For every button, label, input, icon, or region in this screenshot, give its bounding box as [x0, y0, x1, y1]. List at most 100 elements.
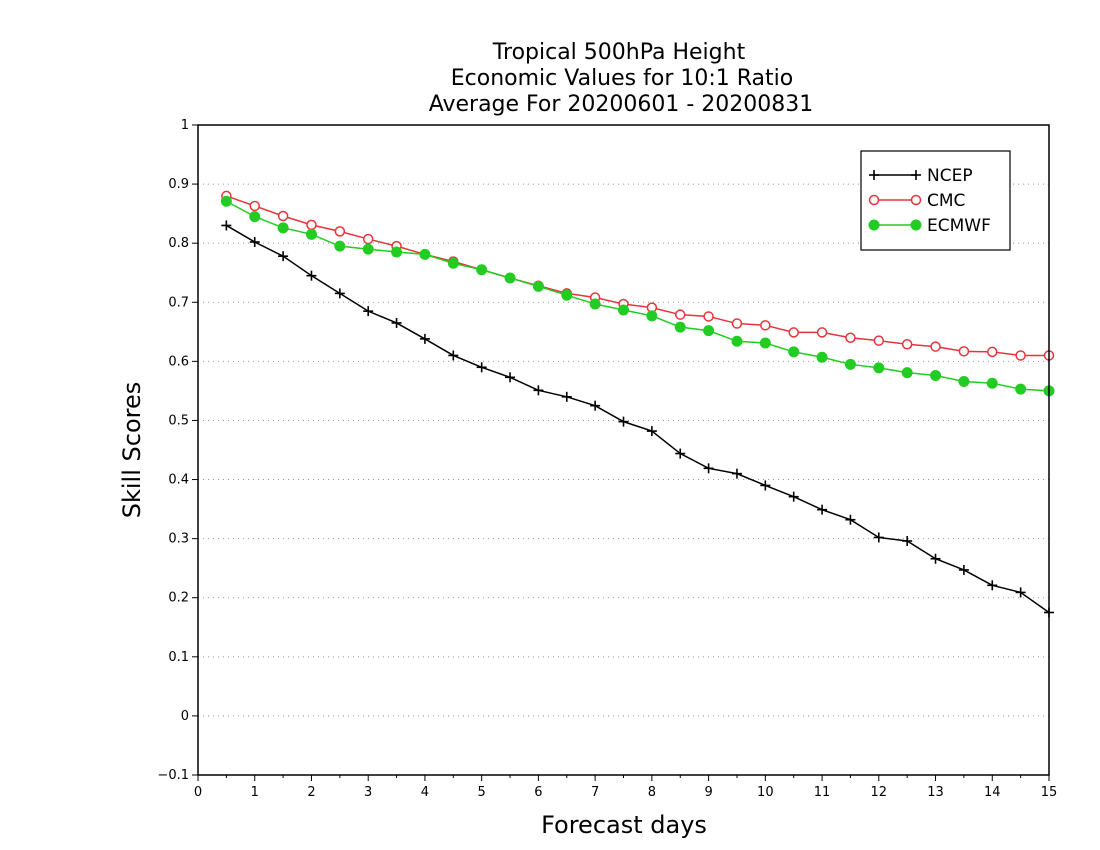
- data-point-ncep: [391, 317, 402, 328]
- series-layer: [220, 190, 1055, 618]
- legend-label-cmc: CMC: [927, 191, 965, 211]
- x-tick-label: 7: [591, 785, 599, 800]
- chart-title-line-1: Tropical 500hPa Height: [492, 40, 746, 65]
- data-point-cmc: [731, 318, 743, 329]
- chart-title-line-3: Average For 20200601 - 20200831: [429, 92, 814, 117]
- series-ncep: [221, 220, 1054, 618]
- x-tick-label: 2: [307, 785, 315, 800]
- data-point-ecmwf: [532, 280, 544, 292]
- data-point-ncep: [306, 270, 317, 281]
- data-point-ncep: [646, 426, 657, 437]
- axes: −0.100.10.20.30.40.50.60.70.80.910 1 2 3 4 5 6…: [157, 118, 1057, 800]
- data-point-ecmwf: [447, 257, 459, 269]
- data-point-cmc: [249, 200, 260, 212]
- y-axis-label: Skill Scores: [118, 382, 146, 519]
- legend-marker-ecmwf: [868, 219, 880, 231]
- y-tick-label: 0.6: [168, 354, 189, 369]
- data-point-ncep: [590, 400, 601, 411]
- data-point-ncep: [958, 564, 969, 575]
- x-tick-label: 13: [927, 785, 944, 800]
- y-tick-label: 0.9: [168, 177, 189, 192]
- legend-item-ecmwf: ECMWF: [868, 216, 991, 236]
- data-point-cmc: [760, 320, 771, 331]
- data-point-ecmwf: [731, 335, 743, 347]
- data-point-ncep: [930, 553, 941, 564]
- y-tick-label: 0.4: [168, 473, 189, 488]
- legend-marker-cmc: [868, 194, 880, 206]
- legend-marker-ncep: [911, 170, 921, 180]
- legend-item-cmc: CMC: [868, 191, 965, 211]
- data-point-cmc: [306, 219, 317, 231]
- plot-frame: [197, 124, 1050, 776]
- data-point-ecmwf: [674, 321, 686, 333]
- y-tick-label: 0.5: [168, 413, 189, 428]
- data-point-ncep: [533, 385, 544, 396]
- x-tick-label: 4: [421, 785, 429, 800]
- data-point-ncep: [505, 372, 516, 383]
- data-point-ecmwf: [504, 272, 516, 284]
- data-point-ncep: [873, 532, 884, 543]
- data-point-ecmwf: [788, 346, 800, 358]
- x-tick-label: 8: [648, 785, 656, 800]
- data-point-ecmwf: [277, 222, 289, 234]
- data-point-ecmwf: [334, 240, 346, 252]
- data-point-cmc: [816, 327, 828, 338]
- legend: NCEP CMC ECMWF: [860, 150, 1011, 251]
- data-point-ncep: [363, 306, 374, 317]
- data-point-cmc: [788, 327, 799, 338]
- series-ecmwf: [220, 195, 1055, 397]
- data-point-ecmwf: [930, 370, 942, 382]
- data-point-cmc: [277, 210, 289, 222]
- data-point-ncep: [221, 220, 232, 231]
- data-point-ecmwf: [901, 367, 913, 379]
- y-tick-label: 0.3: [168, 532, 189, 547]
- data-point-cmc: [362, 233, 374, 245]
- data-point-ncep: [249, 237, 260, 247]
- x-tick-label: 1: [251, 785, 259, 800]
- series-cmc: [221, 190, 1055, 361]
- data-point-ecmwf: [589, 298, 601, 310]
- y-tick-label: 0.7: [168, 295, 189, 310]
- data-point-ncep: [476, 362, 487, 373]
- y-tick-label: 0.1: [168, 650, 189, 665]
- data-point-ecmwf: [873, 362, 885, 374]
- data-point-ecmwf: [220, 195, 232, 207]
- y-tick-label: 1: [181, 118, 189, 133]
- data-point-ecmwf: [618, 304, 629, 316]
- data-point-ecmwf: [391, 246, 403, 258]
- y-tick-label: 0: [181, 709, 189, 724]
- data-point-cmc: [1015, 350, 1026, 361]
- x-axis-label: Forecast days: [541, 811, 707, 839]
- x-tick-label: 12: [871, 785, 888, 800]
- legend-marker-ecmwf: [910, 219, 922, 231]
- data-point-ecmwf: [305, 228, 317, 240]
- legend-marker-ncep: [869, 170, 879, 180]
- data-point-ecmwf: [986, 377, 998, 389]
- data-point-ncep: [703, 463, 714, 474]
- data-point-ecmwf: [646, 310, 658, 322]
- data-point-ecmwf: [816, 351, 828, 363]
- chart-title: Tropical 500hPa Height Economic Values f…: [429, 40, 814, 117]
- data-point-cmc: [901, 338, 913, 350]
- data-point-ecmwf: [1015, 383, 1027, 395]
- data-point-ncep: [731, 468, 742, 479]
- data-point-ncep: [334, 288, 345, 299]
- data-point-cmc: [987, 346, 998, 358]
- data-point-ecmwf: [759, 337, 771, 349]
- data-point-ecmwf: [561, 289, 573, 301]
- series-line-ncep: [225, 224, 1050, 614]
- data-point-cmc: [873, 335, 885, 346]
- data-point-ecmwf: [844, 358, 856, 370]
- data-point-ncep: [618, 416, 629, 427]
- data-point-ncep: [675, 448, 686, 459]
- data-point-ncep: [1015, 587, 1026, 598]
- y-tick-label: 0.8: [168, 236, 189, 251]
- data-point-ecmwf: [476, 264, 488, 276]
- y-tick-label: −0.1: [157, 768, 189, 783]
- data-point-ecmwf: [362, 243, 374, 255]
- data-point-ncep: [419, 333, 430, 344]
- data-point-ncep: [760, 480, 771, 491]
- data-point-ncep: [902, 536, 913, 546]
- grid-lines: [198, 183, 1049, 717]
- legend-item-ncep: NCEP: [869, 166, 973, 186]
